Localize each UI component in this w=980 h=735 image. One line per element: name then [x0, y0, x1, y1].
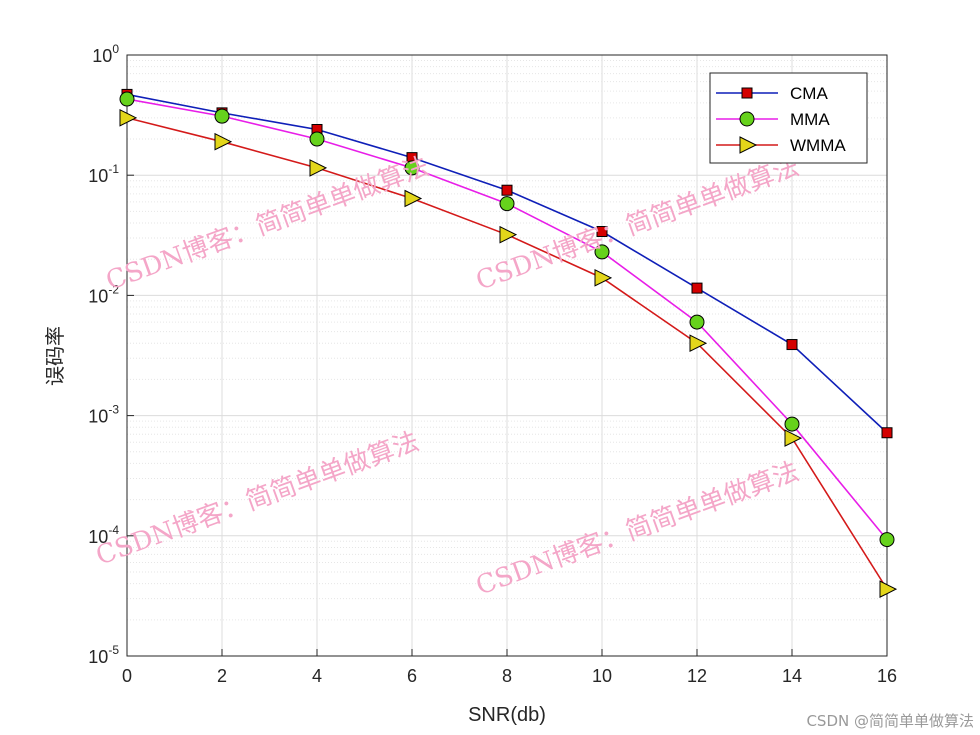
legend-label: WMMA — [790, 136, 846, 155]
series-group — [119, 88, 898, 598]
watermark-text: CSDN博客：简简单单做算法 — [92, 427, 423, 572]
legend: CMA MMA WMMA — [709, 72, 868, 164]
data-point-wmma — [404, 189, 423, 208]
watermark-text: CSDN博客：简简单单做算法 — [102, 152, 433, 297]
data-point-cma — [786, 339, 798, 351]
legend-item-wmma: WMMA — [716, 136, 846, 155]
y-tick-label: 10-1 — [88, 162, 119, 186]
x-tick-label: 6 — [407, 666, 417, 686]
data-point-cma — [881, 427, 893, 439]
watermark-layer: CSDN博客：简简单单做算法 CSDN博客：简简单单做算法 CSDN博客：简简单单做… — [92, 152, 803, 602]
data-point-cma — [501, 184, 513, 196]
y-tick-label: 10-4 — [88, 523, 119, 547]
series-wmma — [119, 109, 898, 598]
data-point-mma — [214, 108, 230, 124]
x-tick-label: 8 — [502, 666, 512, 686]
data-point-wmma — [879, 580, 898, 598]
data-point-mma — [119, 91, 135, 107]
data-point-wmma — [119, 109, 138, 127]
x-axis-label: SNR(db) — [468, 704, 546, 726]
data-point-mma — [404, 160, 420, 176]
data-point-mma — [879, 532, 895, 548]
legend-box — [709, 72, 868, 164]
y-tick-label: 100 — [92, 42, 119, 66]
y-tick-label: 10-5 — [88, 643, 119, 667]
data-point-wmma — [309, 159, 328, 177]
x-tick-label: 12 — [687, 666, 707, 686]
legend-marker — [741, 87, 753, 99]
grid — [126, 54, 888, 657]
series-mma — [119, 91, 895, 548]
y-axis-label: 误码率 — [44, 326, 67, 386]
y-tick-label: 10-2 — [88, 282, 119, 306]
data-point-mma — [784, 416, 800, 432]
data-point-wmma — [499, 225, 518, 244]
data-point-mma — [594, 244, 610, 260]
legend-item-cma: CMA — [716, 84, 828, 103]
legend-label: CMA — [790, 84, 828, 103]
y-tick-label: 10-3 — [88, 403, 119, 427]
x-tick-label: 2 — [217, 666, 227, 686]
data-point-cma — [691, 282, 703, 294]
x-tick-label: 4 — [312, 666, 322, 686]
x-tick-label: 14 — [782, 666, 802, 686]
data-point-mma — [499, 196, 515, 212]
data-point-mma — [309, 131, 325, 147]
legend-marker — [739, 136, 758, 154]
watermark-text: CSDN博客：简简单单做算法 — [472, 152, 803, 297]
data-point-wmma — [784, 429, 803, 447]
x-tick-label: 16 — [877, 666, 897, 686]
data-point-cma — [596, 226, 608, 238]
data-point-wmma — [689, 334, 708, 353]
data-point-mma — [689, 314, 705, 330]
legend-marker — [739, 111, 755, 127]
legend-label: MMA — [790, 110, 830, 129]
x-tick-label: 10 — [592, 666, 612, 686]
x-tick-label: 0 — [122, 666, 132, 686]
data-point-wmma — [594, 269, 613, 287]
credit-text: CSDN @简简单单做算法 — [806, 712, 974, 730]
data-point-wmma — [214, 132, 233, 151]
legend-item-mma: MMA — [716, 110, 830, 129]
axis-ticks: 0 2 4 6 8 10 12 14 16 100 10-1 10-2 10-3 10-4 10-5 — [88, 42, 897, 686]
